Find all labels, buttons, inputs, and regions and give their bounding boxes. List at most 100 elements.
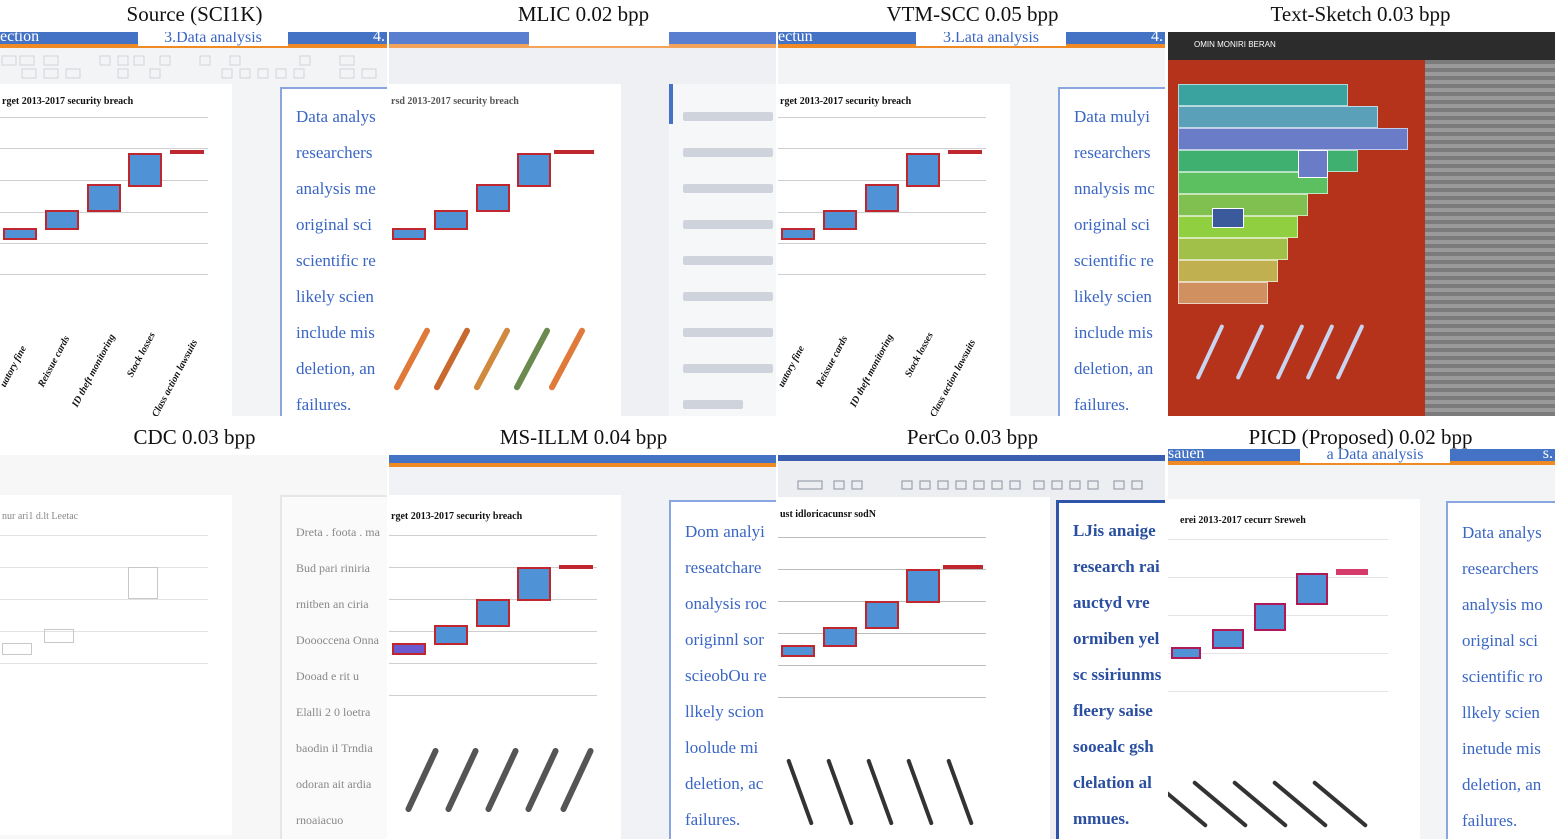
text-line: original sci bbox=[1074, 215, 1151, 234]
text-line: Dom analyi bbox=[685, 522, 765, 541]
text-line: Dreta . foota . ma bbox=[296, 525, 380, 539]
chart-bar bbox=[1254, 603, 1286, 631]
text-box-blurred bbox=[669, 84, 776, 416]
section-right-label: s. bbox=[1542, 449, 1553, 462]
text-line: scieobOu re bbox=[685, 666, 767, 685]
text-line: onalysis roc bbox=[685, 594, 767, 613]
chart-title: ust idloricacunsr sodN bbox=[780, 509, 876, 520]
text-box: Dreta . foota . ma Bud pari riniria rnit… bbox=[280, 495, 387, 839]
chart-bar-total bbox=[943, 565, 983, 569]
text-line: rnoaiacuo bbox=[296, 813, 344, 827]
text-line: fleery saise bbox=[1073, 701, 1153, 720]
text-line: llkely scien bbox=[1462, 703, 1540, 722]
chart-panel: rget 2013-2017 security breach bbox=[389, 495, 621, 839]
chart-bar bbox=[128, 153, 162, 187]
panel-cdc: nur ari1 d.lt Leetac Dreta . foota . ma … bbox=[0, 455, 387, 839]
x-label: uatory fine bbox=[0, 344, 29, 390]
caption-vtm-scc: VTM-SCC 0.05 bpp bbox=[886, 2, 1059, 26]
text-line: sc ssiriunms bbox=[1073, 665, 1162, 684]
x-label: ID theft monitoring bbox=[70, 332, 118, 410]
panel-perco: ust idloricacunsr sodN LJis anaige resea… bbox=[778, 455, 1165, 839]
x-label: Class action lawsuits bbox=[150, 337, 201, 416]
text-line: mmues. bbox=[1073, 809, 1130, 828]
chart-bar bbox=[906, 153, 940, 187]
photo-texture bbox=[1425, 32, 1555, 416]
chart-bar bbox=[1296, 573, 1328, 605]
chart-bar bbox=[3, 228, 37, 240]
chart-bar bbox=[434, 210, 468, 230]
text-line: researchers bbox=[1462, 559, 1539, 578]
text-line: original sci bbox=[296, 215, 373, 234]
chart-bar bbox=[781, 645, 815, 657]
chart-bar bbox=[1171, 647, 1201, 659]
text-line: Data mulyi bbox=[1074, 107, 1151, 126]
text-line: researchers bbox=[1074, 143, 1151, 162]
chart-bar bbox=[476, 184, 510, 212]
caption-ms-illm: MS-ILLM 0.04 bpp bbox=[499, 425, 668, 449]
caption-picd: PICD (Proposed) 0.02 bpp bbox=[1248, 425, 1473, 449]
section-right-label: 4. bbox=[373, 32, 385, 45]
panel-ms-illm: rget 2013-2017 security breach Dom analy… bbox=[389, 455, 776, 839]
text-line: analysis mo bbox=[1462, 595, 1543, 614]
text-line: rnitben an ciria bbox=[296, 597, 369, 611]
section-left-label: ection bbox=[0, 32, 40, 45]
x-label: Stock losses bbox=[903, 330, 936, 380]
text-line: Dooad e rit u bbox=[296, 669, 359, 683]
text-line: failures. bbox=[1462, 811, 1518, 830]
chart-bar bbox=[434, 625, 468, 645]
text-box: Dom analyi reseatchare onalysis roc orig… bbox=[669, 500, 776, 839]
text-line: likely scien bbox=[296, 287, 374, 306]
chart-bar bbox=[906, 569, 940, 603]
chart-title: rget 2013-2017 security breach bbox=[2, 96, 134, 107]
panel-text-sketch: OMIN MONIRI BERAN bbox=[1168, 32, 1555, 416]
x-label: uatory fine bbox=[778, 344, 807, 390]
text-line: failures. bbox=[1074, 395, 1130, 414]
text-line: Data analys bbox=[1462, 523, 1542, 542]
text-line: loolude mi bbox=[685, 738, 759, 757]
panel-mlic: rsd 2013-2017 security breach bbox=[389, 32, 776, 416]
text-line: nnalysis mc bbox=[1074, 179, 1155, 198]
text-line: llkely scion bbox=[685, 702, 764, 721]
text-line: failures. bbox=[685, 810, 741, 829]
chart-title: rget 2013-2017 security breach bbox=[391, 511, 523, 522]
icon-strip bbox=[0, 52, 387, 82]
chart-bar bbox=[781, 228, 815, 240]
chart-title: nur ari1 d.lt Leetac bbox=[2, 511, 79, 522]
text-line: baodin il Trndia bbox=[296, 741, 373, 755]
panel-vtm-scc: ectun 3.Lata analysis 4. rget 2013-2017 … bbox=[778, 32, 1165, 416]
caption-source: Source (SCI1K) bbox=[126, 2, 263, 26]
text-line: odoran ait ardia bbox=[296, 777, 372, 791]
x-label: Stock losses bbox=[125, 330, 158, 380]
chart-bar bbox=[1212, 629, 1244, 649]
chart-bar bbox=[87, 184, 121, 212]
chart-title: rsd 2013-2017 security breach bbox=[391, 96, 519, 107]
chart-title: rget 2013-2017 security breach bbox=[780, 96, 912, 107]
text-line: include mis bbox=[296, 323, 375, 342]
chart-bar bbox=[517, 153, 551, 187]
text-line: originnl sor bbox=[685, 630, 764, 649]
chart-title: erei 2013-2017 cecurr Sreweh bbox=[1180, 515, 1306, 526]
text-line: scientific re bbox=[1074, 251, 1154, 270]
chart-bar bbox=[45, 210, 79, 230]
text-line: likely scien bbox=[1074, 287, 1152, 306]
x-label: ID theft monitoring bbox=[848, 332, 896, 410]
text-box: Data mulyi researchers nnalysis mc origi… bbox=[1058, 87, 1165, 416]
text-line: sooealc gsh bbox=[1073, 737, 1154, 756]
text-line: deletion, an bbox=[296, 359, 376, 378]
chart-panel: nur ari1 d.lt Leetac bbox=[0, 495, 232, 835]
text-line: clelation al bbox=[1073, 773, 1152, 792]
icon-strip bbox=[778, 477, 1165, 507]
text-line: include mis bbox=[1074, 323, 1153, 342]
text-line: inetude mis bbox=[1462, 739, 1541, 758]
text-line: auctyd vre bbox=[1073, 593, 1150, 612]
chart-bar-total bbox=[559, 565, 593, 569]
text-line: scientific ro bbox=[1462, 667, 1543, 686]
section-left-label: sauen bbox=[1168, 449, 1205, 462]
chart-bar-total bbox=[1336, 569, 1368, 575]
chart-bar bbox=[823, 627, 857, 647]
chart-panel: rget 2013-2017 security breach uatory fi… bbox=[0, 84, 232, 416]
chart-bar-total bbox=[948, 150, 982, 154]
x-label: Reissue cards bbox=[36, 334, 73, 390]
panel-picd: sauen a Data analysis s. erei 2013-2017 … bbox=[1168, 449, 1555, 839]
text-line: research rai bbox=[1073, 557, 1160, 576]
